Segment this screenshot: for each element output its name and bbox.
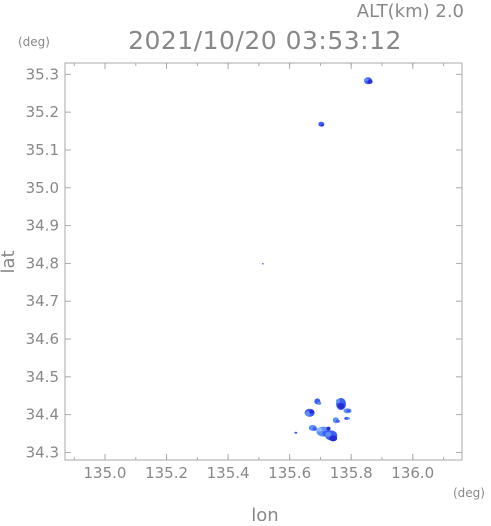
echo-cell	[364, 78, 369, 82]
altitude-label: ALT(km) 2.0	[357, 1, 464, 22]
y-tick-label: 35.3	[26, 65, 59, 83]
x-tick-label: 135.6	[268, 464, 311, 482]
x-tick-label: 136.0	[391, 464, 434, 482]
echo-cell	[326, 426, 331, 431]
radar-echo	[343, 408, 352, 414]
y-tick-label: 34.4	[26, 406, 59, 424]
radar-echoes	[262, 77, 373, 442]
echo-cell	[262, 262, 264, 265]
echo-cell	[309, 409, 315, 414]
radar-echo	[364, 77, 373, 85]
echo-cell	[318, 121, 325, 127]
y-tick-label: 34.7	[26, 292, 59, 310]
echo-cell	[329, 435, 338, 442]
echo-cell	[325, 431, 332, 437]
radar-echo	[325, 430, 338, 442]
y-tick-label: 35.2	[26, 103, 59, 121]
radar-echo	[294, 431, 298, 434]
radar-echo	[304, 408, 315, 417]
echo-cell	[317, 401, 322, 405]
echo-cell	[335, 419, 340, 423]
radar-echo	[318, 121, 325, 127]
y-tick-label: 34.9	[26, 217, 59, 235]
y-tick-label: 34.6	[26, 330, 59, 348]
radar-echo	[344, 416, 351, 420]
axis-ticks	[65, 63, 462, 460]
x-tick-label: 135.4	[207, 464, 250, 482]
x-tick-label: 135.2	[145, 464, 188, 482]
x-unit-label: (deg)	[453, 486, 485, 500]
radar-echo	[262, 262, 264, 265]
x-tick-label: 135.0	[84, 464, 127, 482]
echo-cell	[336, 399, 341, 404]
y-tick-label: 35.1	[26, 141, 59, 159]
x-tick-label: 135.8	[330, 464, 373, 482]
echo-cell	[316, 427, 323, 432]
plot-frame	[64, 62, 463, 461]
radar-echo	[332, 417, 340, 424]
echo-cell	[305, 411, 311, 417]
datetime-title: 2021/10/20 03:53:12	[128, 26, 402, 55]
echo-cell	[367, 79, 373, 84]
echo-cell	[294, 431, 298, 434]
y-unit-label: (deg)	[18, 35, 50, 49]
echo-cell	[346, 409, 351, 413]
radar-echo	[314, 398, 322, 405]
echo-cell	[337, 403, 345, 410]
y-axis-title: lat	[0, 250, 19, 273]
y-tick-label: 34.5	[26, 368, 59, 386]
y-tick-label: 34.8	[26, 254, 59, 272]
axis-tick-labels: 135.0 135.2 135.4 135.6 135.8 136.0 35.3 35.2 35…	[26, 65, 435, 482]
echo-cell	[320, 124, 324, 127]
echo-cell	[347, 417, 351, 420]
radar-echo	[308, 424, 317, 431]
y-tick-label: 34.3	[26, 443, 59, 461]
radar-echo	[336, 398, 347, 411]
echo-cell	[312, 426, 317, 431]
y-tick-label: 35.0	[26, 179, 59, 197]
x-axis-title: lon	[251, 505, 278, 521]
